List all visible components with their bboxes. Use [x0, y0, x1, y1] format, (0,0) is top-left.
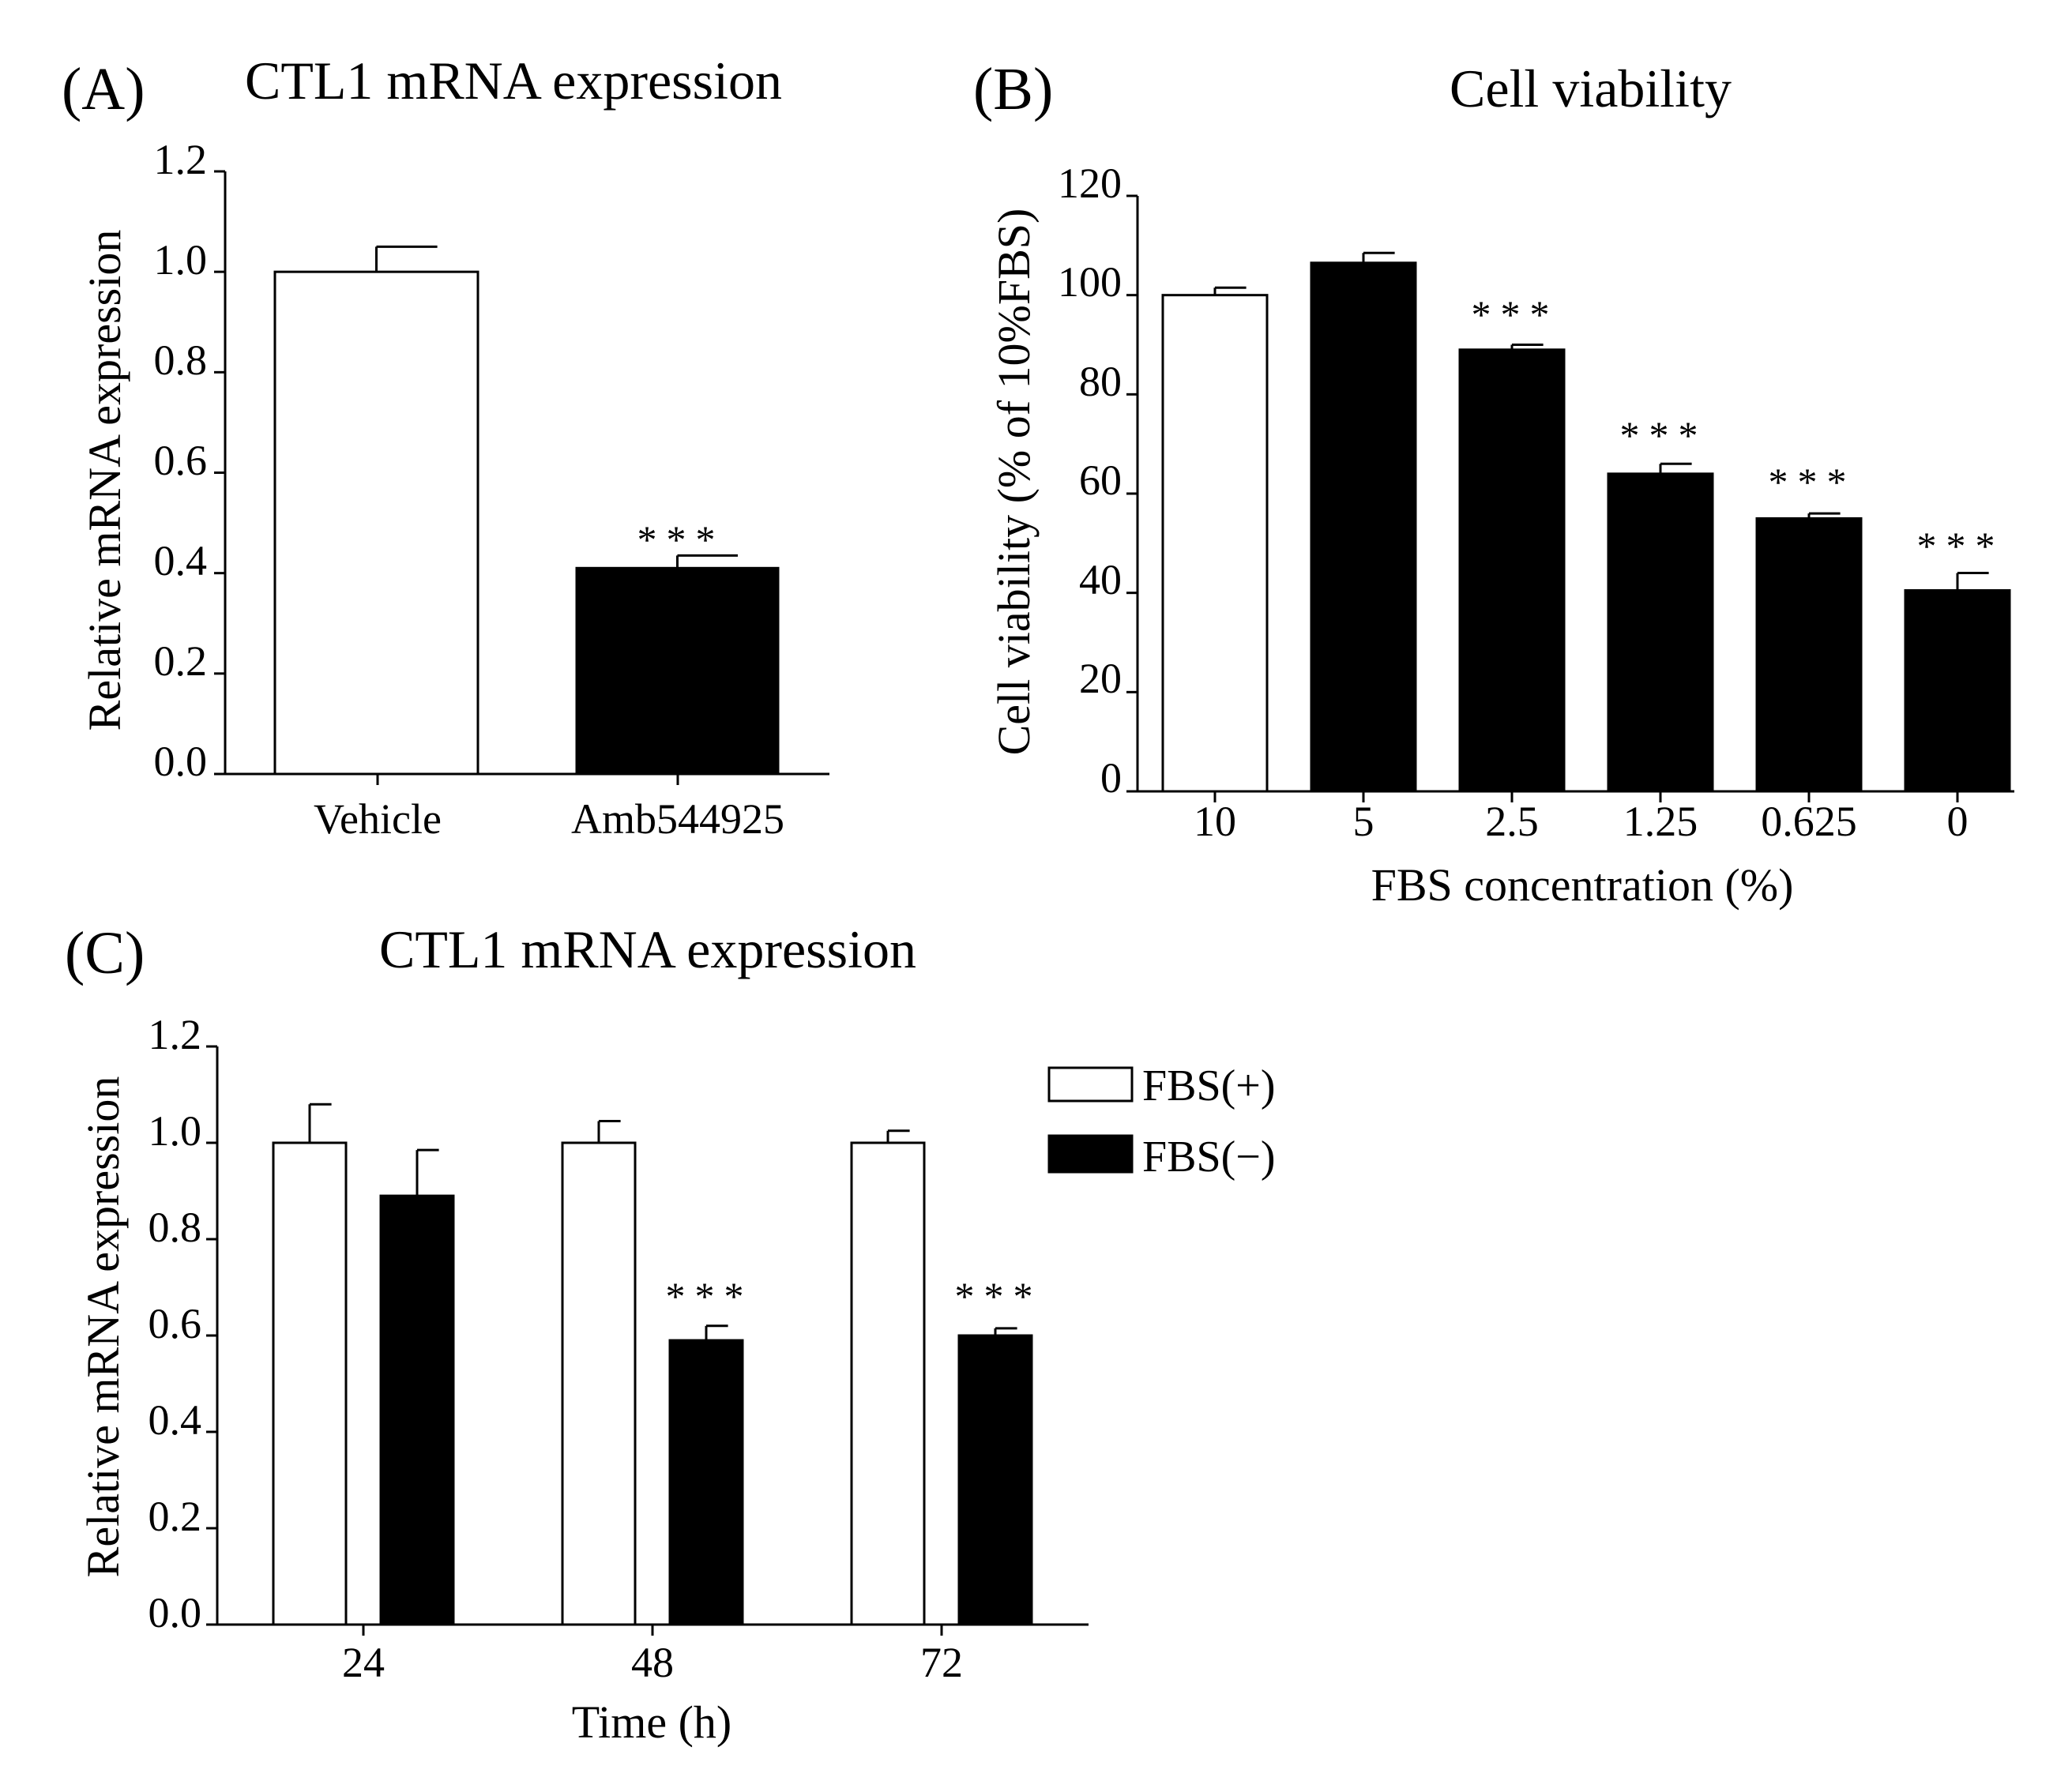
- panel-b-ytick-3: 60: [1079, 456, 1122, 504]
- panel-b-x-axis-label: FBS concentration (%): [1371, 859, 1794, 911]
- panel-b-ytick-5: 100: [1058, 258, 1122, 306]
- panel-c-y-axis-label: Relative mRNA expression: [77, 1076, 129, 1578]
- panel-a-ytick-2: 0.4: [154, 537, 208, 584]
- legend-swatch-fbs-minus: [1047, 1134, 1134, 1174]
- panel-c-x-axis-label: Time (h): [572, 1696, 732, 1748]
- panel-b-xtick-10: 10: [1194, 798, 1236, 845]
- panel-c-significance-48: ***: [666, 1274, 754, 1318]
- chart-marks: [206, 170, 2014, 1636]
- panel-b-xtick-2-5: 2.5: [1485, 798, 1539, 845]
- panel-b-significance-2-5: ***: [1472, 292, 1559, 336]
- panel-b-xtick-5: 5: [1353, 798, 1374, 845]
- legend-swatch-fbs-plus: [1047, 1066, 1134, 1103]
- panel-c-ytick-3: 0.6: [149, 1300, 202, 1347]
- panel-b: (B) Cell viability Cell viability (% of …: [973, 56, 2005, 911]
- panel-a-xtick-amb544925: Amb544925: [571, 795, 784, 843]
- panel-b-y-axis-label: Cell viability (% of 10%FBS): [988, 209, 1040, 756]
- panel-a-ytick-3: 0.6: [154, 437, 208, 484]
- panel-a-ytick-6: 1.2: [154, 136, 208, 183]
- panel-b-ytick-4: 80: [1079, 358, 1122, 405]
- panel-c-ytick-0: 0.0: [149, 1589, 202, 1636]
- panel-c-xtick-24: 24: [342, 1639, 385, 1686]
- panel-a-significance-amb544925: ***: [637, 517, 725, 562]
- panel-c-bar-fbs-minus-48: [668, 1339, 744, 1626]
- panel-c-xtick-48: 48: [631, 1639, 674, 1686]
- panel-c-ytick-5: 1.0: [149, 1107, 202, 1155]
- panel-c-title: CTL1 mRNA expression: [379, 919, 916, 979]
- panel-a-ytick-0: 0.0: [154, 738, 208, 785]
- panel-a-ytick-4: 0.8: [154, 336, 208, 384]
- panel-c-ytick-4: 0.8: [149, 1204, 202, 1251]
- panel-c-ytick-6: 1.2: [149, 1011, 202, 1058]
- panel-c: (C) CTL1 mRNA expression Relative mRNA e…: [65, 919, 1276, 1748]
- panel-c-bar-fbs-plus-24: [272, 1141, 348, 1626]
- panel-a-ytick-5: 1.0: [154, 236, 208, 284]
- panel-b-label: (B): [973, 56, 1053, 122]
- panel-b-bar-0-625: [1755, 517, 1863, 793]
- panel-c-bar-fbs-plus-72: [850, 1141, 926, 1626]
- panel-a: (A) CTL1 mRNA expression Relative mRNA e…: [62, 51, 784, 843]
- panel-c-ytick-1: 0.2: [149, 1493, 202, 1540]
- panel-b-bar-10: [1161, 294, 1269, 793]
- panel-c-bar-fbs-minus-72: [957, 1334, 1033, 1626]
- panel-a-bar-amb544925: [575, 566, 780, 776]
- panel-c-significance-72: ***: [955, 1274, 1043, 1318]
- panel-b-xtick-0: 0: [1947, 798, 1969, 845]
- panel-a-title: CTL1 mRNA expression: [245, 51, 782, 111]
- legend-label-fbs-plus: FBS(+): [1142, 1061, 1276, 1110]
- panel-b-significance-1-25: ***: [1620, 413, 1708, 457]
- panel-c-legend: FBS(+) FBS(−): [1047, 1061, 1276, 1182]
- panel-c-xtick-72: 72: [920, 1639, 963, 1686]
- panel-c-bar-fbs-plus-48: [561, 1141, 637, 1626]
- panel-b-xtick-1-25: 1.25: [1623, 798, 1698, 845]
- panel-c-label: (C): [65, 920, 145, 986]
- panel-b-ytick-6: 120: [1058, 160, 1122, 207]
- panel-a-label: (A): [62, 56, 145, 122]
- panel-b-ytick-2: 40: [1079, 556, 1122, 603]
- panel-b-bar-1-25: [1607, 472, 1714, 793]
- panel-b-significance-0-625: ***: [1769, 460, 1856, 504]
- panel-b-bar-2-5: [1458, 348, 1566, 793]
- panel-b-ytick-0: 0: [1100, 754, 1122, 802]
- panel-b-bar-0: [1904, 589, 2011, 793]
- panel-a-y-axis-label: Relative mRNA expression: [79, 230, 130, 731]
- legend-label-fbs-minus: FBS(−): [1142, 1133, 1276, 1182]
- panel-b-bar-5: [1310, 261, 1417, 793]
- panel-c-ytick-2: 0.4: [149, 1396, 202, 1444]
- panel-b-xtick-0-625: 0.625: [1761, 798, 1857, 845]
- panel-b-significance-0: ***: [1917, 524, 2005, 568]
- panel-b-title: Cell viability: [1450, 58, 1732, 118]
- panel-b-ytick-1: 20: [1079, 655, 1122, 702]
- panel-a-xtick-vehicle: Vehicle: [314, 795, 442, 843]
- panel-c-bar-fbs-minus-24: [379, 1194, 455, 1626]
- panel-a-ytick-1: 0.2: [154, 637, 208, 685]
- panel-a-bar-vehicle: [273, 270, 479, 776]
